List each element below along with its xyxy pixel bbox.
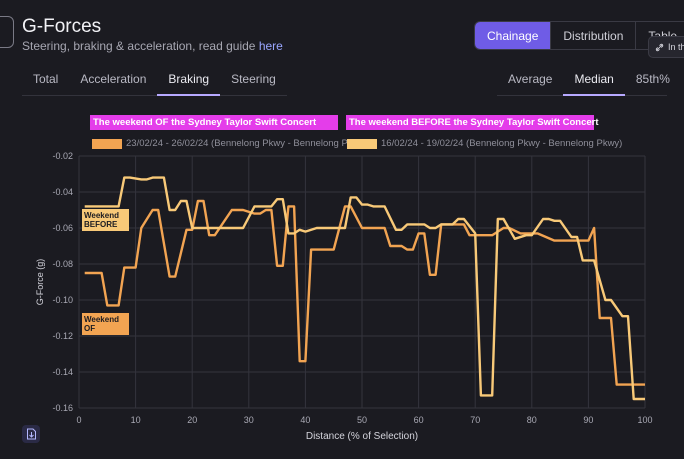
- sidebar-toggle-button[interactable]: [0, 16, 14, 48]
- legend-label: 23/02/24 - 26/02/24 (Bennelong Pkwy - Be…: [126, 138, 368, 149]
- x-axis-label: Distance (% of Selection): [306, 431, 418, 442]
- banner-weekend-before: The weekend BEFORE the Sydney Taylor Swi…: [346, 115, 599, 130]
- y-tick-label: -0.16: [52, 403, 73, 413]
- tooltip-chip-text: In th: [668, 42, 684, 52]
- y-tick-label: -0.08: [52, 259, 73, 269]
- link-icon: [655, 43, 664, 51]
- tab-braking[interactable]: Braking: [157, 66, 220, 96]
- y-tick-label: -0.12: [52, 331, 73, 341]
- x-tick-label: 20: [187, 415, 197, 425]
- x-tick-label: 80: [527, 415, 537, 425]
- legend-item-series-before[interactable]: 16/02/24 - 19/02/24 (Bennelong Pkwy - Be…: [347, 138, 622, 149]
- y-tick-label: -0.10: [52, 295, 73, 305]
- x-tick-label: 90: [583, 415, 593, 425]
- legend-swatch: [92, 138, 122, 149]
- tab-average[interactable]: Average: [508, 72, 553, 86]
- tab-85th[interactable]: 85th%: [635, 72, 670, 86]
- metric-tabs: Total Acceleration Braking Steering: [22, 66, 287, 96]
- tab-total[interactable]: Total: [33, 72, 59, 86]
- download-icon: [26, 428, 36, 440]
- y-tick-label: -0.04: [52, 187, 73, 197]
- y-tick-label: -0.14: [52, 367, 73, 377]
- x-tick-label: 100: [637, 415, 652, 425]
- y-tick-label: -0.06: [52, 223, 73, 233]
- tab-acceleration[interactable]: Acceleration: [80, 72, 147, 86]
- page-title: G-Forces: [22, 16, 102, 37]
- legend-swatch: [347, 138, 377, 149]
- banner-weekend-of: The weekend OF the Sydney Taylor Swift C…: [90, 115, 338, 130]
- x-tick-label: 0: [76, 415, 81, 425]
- subtitle-text: Steering, braking & acceleration, read g…: [22, 39, 259, 53]
- x-tick-label: 30: [244, 415, 254, 425]
- legend-label: 16/02/24 - 19/02/24 (Bennelong Pkwy - Be…: [381, 138, 623, 149]
- view-toggle: Chainage Distribution Table: [474, 21, 684, 50]
- callout-weekend-before: Weekend BEFORE: [82, 209, 129, 232]
- y-tick-label: -0.02: [52, 151, 73, 161]
- x-tick-label: 70: [470, 415, 480, 425]
- tab-median[interactable]: Median: [563, 66, 626, 96]
- y-axis-label: G-Force (g): [35, 259, 45, 306]
- x-tick-label: 40: [300, 415, 310, 425]
- download-button[interactable]: [22, 425, 40, 443]
- read-guide-link[interactable]: here: [258, 39, 283, 53]
- x-tick-label: 60: [414, 415, 424, 425]
- x-tick-label: 10: [131, 415, 141, 425]
- series-line-weekend-before: [84, 176, 645, 401]
- tab-steering[interactable]: Steering: [231, 72, 276, 86]
- series-line-weekend-of: [84, 199, 645, 386]
- tab-chainage[interactable]: Chainage: [475, 22, 552, 49]
- stat-tabs: Average Median 85th%: [497, 66, 670, 96]
- tooltip-chip[interactable]: In th: [648, 36, 684, 58]
- tab-distribution[interactable]: Distribution: [551, 22, 637, 49]
- x-tick-label: 50: [357, 415, 367, 425]
- page-subtitle: Steering, braking & acceleration, read g…: [22, 39, 283, 53]
- callout-weekend-of: Weekend OF: [82, 313, 129, 336]
- legend-item-series-of[interactable]: 23/02/24 - 26/02/24 (Bennelong Pkwy - Be…: [92, 138, 367, 149]
